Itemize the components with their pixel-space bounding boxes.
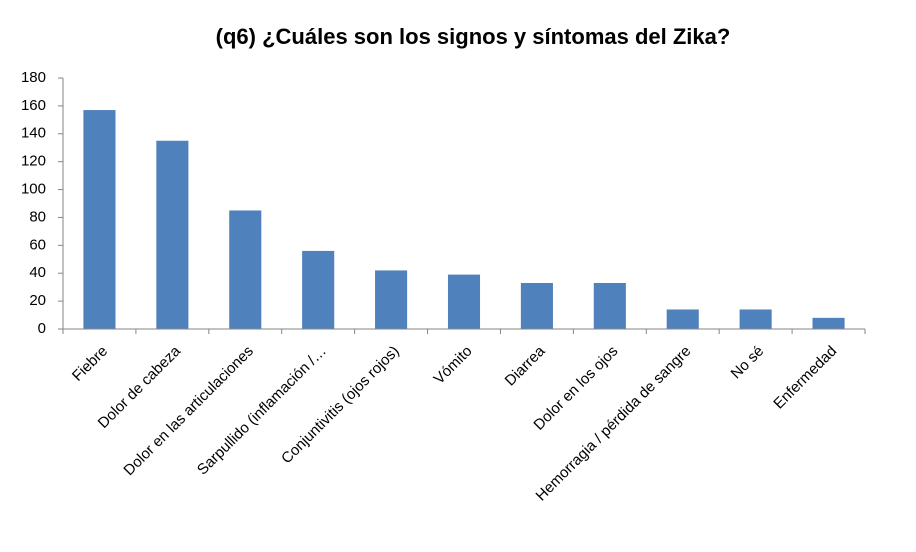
y-tick-label: 120 [21,153,46,170]
y-tick-label: 160 [21,97,46,114]
bar [739,309,772,329]
bar [375,270,408,329]
x-tick-label: Enfermedad [770,343,840,413]
bar [447,274,481,329]
bar [302,250,335,329]
y-tick-label: 80 [29,208,46,225]
chart-title: (q6) ¿Cuáles son los signos y síntomas d… [216,24,731,49]
y-tick-label: 180 [21,69,46,86]
bar [229,210,262,329]
x-tick-label: Dolor en las articulaciones [120,343,256,479]
y-tick-label: 100 [21,181,46,198]
y-tick-label: 0 [38,320,46,337]
bar [520,282,553,329]
x-tick-label: Fiebre [69,343,111,385]
x-tick-label: Sarpullido (inflamación /… [194,343,330,479]
x-tick-label: Vómito [431,343,476,388]
y-tick-label: 140 [21,125,46,142]
x-tick-label: Diarrea [502,342,549,389]
bar [593,282,626,329]
y-tick-label: 40 [29,264,46,281]
x-tick-label: Conjuntivitis (ojos rojos) [278,343,403,468]
bar [83,110,116,329]
bar [812,317,845,329]
x-tick-label: No sé [728,343,768,383]
y-tick-label: 20 [29,292,46,309]
bar [156,140,189,329]
y-tick-label: 60 [29,236,46,253]
bar [666,309,699,329]
x-tick-label: Hemorragia / pérdida de sangre [533,343,695,505]
